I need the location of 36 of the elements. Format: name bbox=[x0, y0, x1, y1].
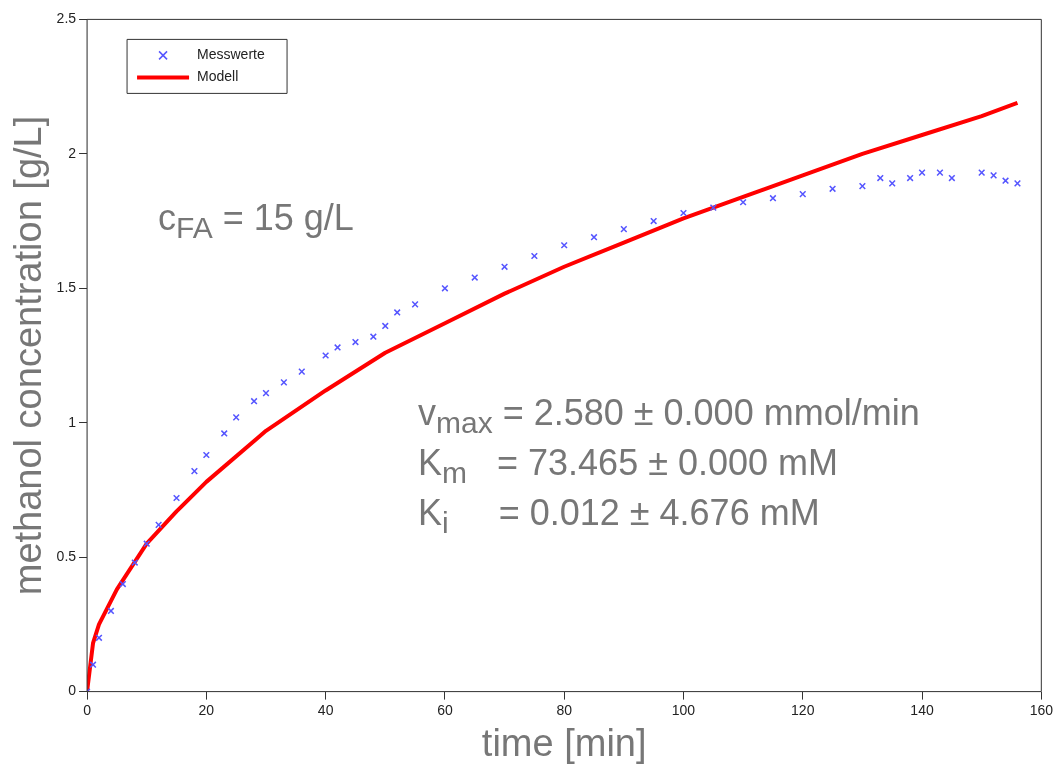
y-tick-label: 1.5 bbox=[56, 279, 77, 296]
x-axis-title: time [min] bbox=[481, 721, 647, 764]
y-tick-label: 1 bbox=[68, 413, 77, 430]
annotation: K$_{m}$ = 73.465 ± 0.000 mM bbox=[418, 442, 838, 490]
annotation: c$_{FA}$ = 15 g/L bbox=[158, 197, 354, 245]
text: K$_{i}$ = 0.012 ± 4.676 mM bbox=[418, 492, 820, 540]
x-tick-label: 40 bbox=[317, 701, 334, 718]
point bbox=[1013, 179, 1022, 187]
y-tick-label: 2 bbox=[68, 144, 77, 161]
point bbox=[369, 333, 377, 341]
legend-label: Messwerte bbox=[197, 46, 265, 63]
point bbox=[351, 338, 360, 346]
point bbox=[333, 343, 342, 352]
point bbox=[107, 607, 115, 615]
annotation: v$_{max}$ = 2.580 ± 0.000 mmol/min bbox=[418, 392, 920, 440]
x-tick-label: 20 bbox=[198, 701, 215, 718]
x-tick-label: 100 bbox=[671, 701, 696, 718]
point bbox=[143, 540, 151, 548]
legend-label: Modell bbox=[197, 68, 239, 85]
y-tick-label: 0 bbox=[68, 682, 77, 699]
point bbox=[990, 171, 998, 179]
x-tick-label: 0 bbox=[83, 701, 92, 718]
point bbox=[679, 209, 688, 217]
point bbox=[172, 494, 181, 502]
x-tick-label: 140 bbox=[910, 701, 934, 718]
x-tick-label: 60 bbox=[437, 701, 453, 718]
point bbox=[978, 169, 986, 177]
point bbox=[560, 241, 568, 249]
point bbox=[620, 225, 628, 233]
x-tick-label: 160 bbox=[1029, 701, 1054, 718]
y-tick-label: 0.5 bbox=[56, 548, 77, 565]
y-tick-label: 2.5 bbox=[56, 10, 77, 27]
x-tick-label: 80 bbox=[556, 701, 573, 718]
x-tick-label: 120 bbox=[791, 701, 815, 718]
point bbox=[530, 252, 538, 260]
y-axis-title: methanol concentration [g/L] bbox=[7, 115, 50, 596]
